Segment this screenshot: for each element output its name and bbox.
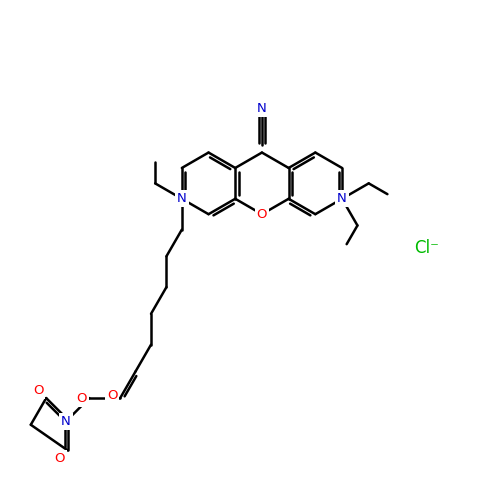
Text: O: O (54, 452, 65, 465)
Text: O: O (107, 388, 118, 402)
Text: N: N (177, 192, 186, 205)
Text: O: O (76, 392, 86, 404)
Text: N: N (337, 192, 347, 205)
Text: O: O (256, 208, 267, 220)
Text: N: N (61, 415, 70, 428)
Text: O: O (33, 384, 43, 396)
Text: Cl⁻: Cl⁻ (414, 239, 440, 257)
Text: N: N (257, 102, 267, 116)
